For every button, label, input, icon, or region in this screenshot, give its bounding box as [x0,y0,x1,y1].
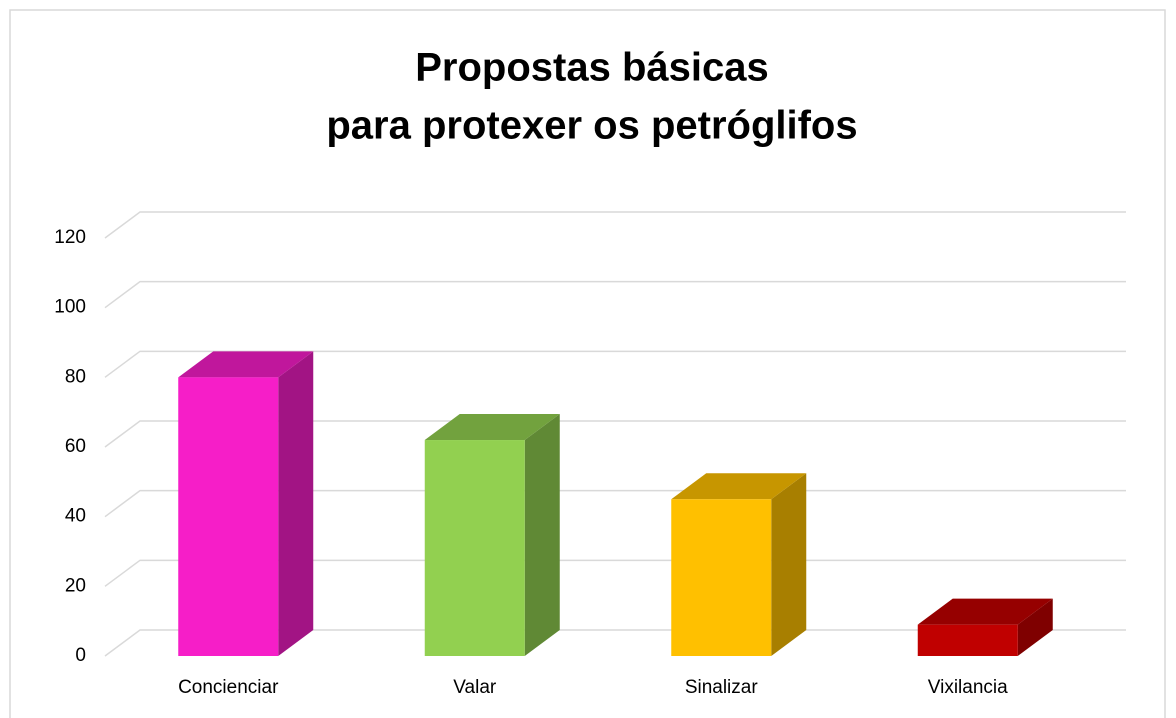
x-tick-label: Sinalizar [685,677,759,698]
y-tick-label: 0 [75,645,86,666]
grid-line [104,280,1126,309]
bar-top [178,351,314,378]
bar [178,377,279,656]
y-tick-label: 20 [65,575,86,596]
y-tick-label: 120 [54,227,86,248]
y-tick-label: 80 [65,366,86,387]
bar-side [771,473,807,656]
grid-line [104,211,1126,239]
grid-line [104,420,1126,448]
y-tick-label: 60 [65,436,86,457]
bar [917,624,1018,656]
bar-top [917,598,1053,625]
x-tick-label: Valar [453,677,497,698]
bar-side [1017,598,1053,656]
bar-side [524,414,560,656]
bar-top [671,473,807,500]
bar-top [424,414,560,441]
bar-side [278,351,314,656]
y-tick-label: 40 [65,506,86,527]
chart-title: para protexer os petróglifos [326,104,857,148]
y-tick-label: 100 [54,297,86,318]
x-tick-label: Concienciar [178,677,279,698]
bar [671,499,772,656]
chart-frame [9,9,1166,718]
x-tick-label: Vixilancia [928,677,1008,698]
grid-line [104,350,1126,378]
bar [424,440,525,656]
chart-title: Propostas básicas [415,46,769,90]
